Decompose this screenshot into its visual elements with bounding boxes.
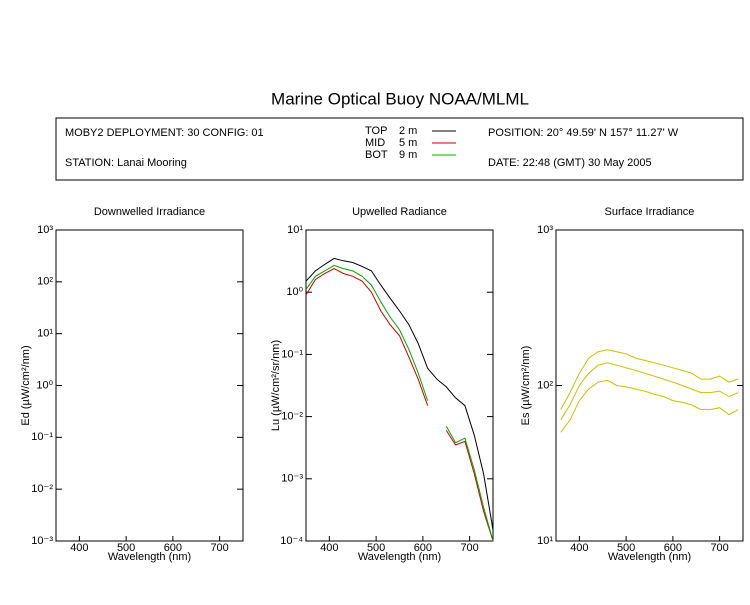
legend-name: MID bbox=[365, 137, 385, 149]
x-tick-label: 400 bbox=[570, 542, 588, 554]
x-tick-label: 700 bbox=[210, 542, 228, 554]
x-tick-label: 600 bbox=[164, 542, 182, 554]
x-axis-label: Wavelength (nm) bbox=[108, 551, 191, 563]
date: DATE: 22:48 (GMT) 30 May 2005 bbox=[488, 157, 652, 169]
panel-title: Upwelled Radiance bbox=[352, 206, 447, 218]
y-tick-label: 10⁻⁴ bbox=[280, 535, 303, 547]
y-tick-label: 10⁻² bbox=[281, 411, 303, 423]
y-axis-label: Es (µW/cm²/nm) bbox=[520, 346, 532, 426]
y-tick-label: 10⁻³ bbox=[31, 535, 53, 547]
x-tick-label: 600 bbox=[664, 542, 682, 554]
plot-frame bbox=[555, 229, 744, 542]
x-tick-label: 700 bbox=[460, 542, 478, 554]
header-box bbox=[55, 117, 744, 181]
panel-title: Downwelled Irradiance bbox=[94, 206, 205, 218]
panel-title: Surface Irradiance bbox=[605, 206, 695, 218]
y-tick-label: 10⁻¹ bbox=[31, 431, 53, 443]
legend-depth: 2 m bbox=[399, 125, 417, 137]
x-tick-label: 600 bbox=[414, 542, 432, 554]
y-tick-label: 10⁻² bbox=[31, 483, 53, 495]
y-tick-label: 10¹ bbox=[537, 535, 553, 547]
series-line bbox=[305, 268, 494, 542]
plot-frame bbox=[55, 229, 244, 542]
y-tick-label: 10⁰ bbox=[286, 286, 303, 298]
legend-depth: 5 m bbox=[399, 137, 417, 149]
position: POSITION: 20° 49.59' N 157° 11.27' W bbox=[488, 127, 679, 139]
x-tick-label: 700 bbox=[710, 542, 728, 554]
y-tick-label: 10¹ bbox=[287, 224, 303, 236]
series-line bbox=[305, 257, 494, 531]
figure-title: Marine Optical Buoy NOAA/MLML bbox=[271, 89, 529, 108]
plot-frame bbox=[305, 229, 494, 542]
deployment: MOBY2 DEPLOYMENT: 30 CONFIG: 01 bbox=[65, 127, 264, 139]
x-tick-label: 500 bbox=[117, 542, 135, 554]
y-tick-label: 10³ bbox=[37, 224, 53, 236]
series-line bbox=[560, 379, 739, 433]
x-axis-label: Wavelength (nm) bbox=[358, 551, 441, 563]
station: STATION: Lanai Mooring bbox=[65, 157, 187, 169]
x-tick-label: 500 bbox=[367, 542, 385, 554]
series-line bbox=[305, 264, 494, 542]
legend-depth: 9 m bbox=[399, 149, 417, 161]
y-tick-label: 10⁻³ bbox=[281, 473, 303, 485]
legend-name: TOP bbox=[365, 125, 387, 137]
y-axis-label: Lu (µW/cm²/sr/nm) bbox=[270, 340, 282, 431]
x-tick-label: 500 bbox=[617, 542, 635, 554]
x-tick-label: 400 bbox=[70, 542, 88, 554]
series-line bbox=[560, 362, 739, 421]
series-line bbox=[560, 349, 739, 410]
y-tick-label: 10³ bbox=[537, 224, 553, 236]
y-tick-label: 10¹ bbox=[37, 328, 53, 340]
legend-name: BOT bbox=[365, 149, 388, 161]
x-axis-label: Wavelength (nm) bbox=[608, 551, 691, 563]
x-tick-label: 400 bbox=[320, 542, 338, 554]
y-tick-label: 10⁻¹ bbox=[281, 348, 303, 360]
y-tick-label: 10⁰ bbox=[36, 379, 53, 391]
y-axis-label: Ed (µW/cm²/nm) bbox=[20, 345, 32, 425]
y-tick-label: 10² bbox=[537, 379, 553, 391]
y-tick-label: 10² bbox=[37, 276, 53, 288]
